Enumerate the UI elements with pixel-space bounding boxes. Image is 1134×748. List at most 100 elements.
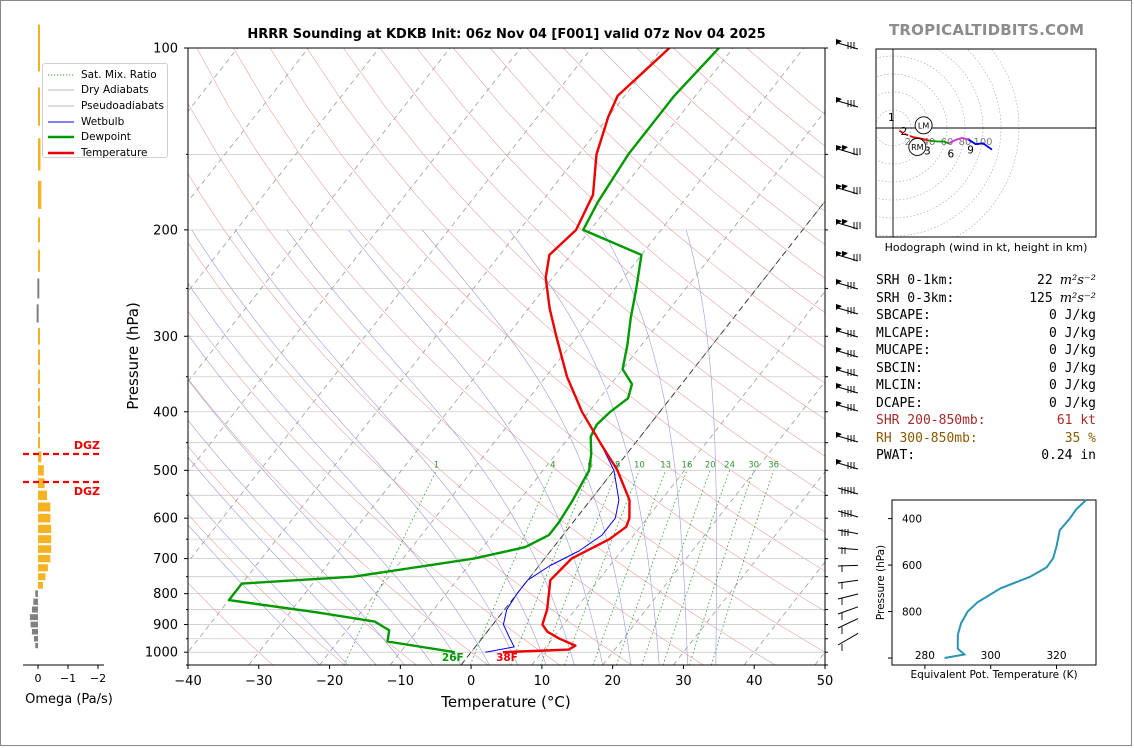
parameter-name: DCAPE: [876,395,923,411]
dry-adiabat [188,513,345,665]
parameter-value: 125 m²s⁻² [1029,290,1096,306]
parameter-name: MLCAPE: [876,325,931,341]
omega-bar [38,524,52,533]
parameter-row: DCAPE: 0 J/kg [876,395,1096,413]
pressure-tick-label: 500 [153,464,178,479]
mixing-ratio-line [592,470,667,665]
theta-e-ytick-label: 600 [902,560,922,572]
omega-bar [29,614,38,621]
temp-tick-label: −40 [174,674,201,689]
omega-bar [38,138,41,171]
parameter-row: SHR 200-850mb: 61 kt [876,412,1096,430]
omega-tick-label: −2 [90,672,106,685]
omega-bar [30,621,38,628]
parameter-name: SBCIN: [876,360,923,376]
surface-temp-label: 38F [496,652,518,664]
wind-barb [837,529,859,536]
pressure-tick-label: 800 [153,587,178,602]
mixing-ratio-line [343,470,437,665]
omega-bar [38,327,40,345]
moist-adiabat [188,379,434,665]
pressure-tick-label: 300 [153,330,178,345]
omega-bar [38,554,51,563]
moist-adiabat [191,229,518,665]
parameter-row: PWAT: 0.24 in [876,447,1096,465]
x-axis-label: Temperature (°C) [440,693,570,711]
temp-tick-label: 50 [817,674,834,689]
legend-label: Dry Adiabats [81,84,149,97]
parameter-row: SBCAPE: 0 J/kg [876,307,1096,325]
dry-adiabat [188,242,632,665]
dgz-label: DGZ [74,485,100,498]
hodograph-height-label: 1 [888,112,895,124]
parameter-name: SBCAPE: [876,308,931,323]
theta-e-xtick-label: 300 [981,650,1001,662]
dry-adiabat [343,48,825,494]
hodograph-caption: Hodograph (wind in kt, height in km) [884,241,1088,254]
hodograph-ring-label: 80 [959,137,972,148]
pressure-tick-label: 400 [153,405,178,420]
omega-bar [38,405,40,419]
omega-bar [33,636,38,642]
hodograph-chart: 2040608010012369LMRM [875,48,1097,238]
wind-barb [836,366,859,377]
omega-bar [35,590,38,597]
mixing-ratio-label: 13 [660,460,671,470]
legend: Sat. Mix. Ratio Dry Adiabats Pseudoadiabat… [42,63,168,159]
parameter-value: 61 kt [1056,413,1096,428]
theta-e-frame [891,499,1097,666]
parameter-name: SHR 200-850mb: [876,413,986,428]
omega-bar [33,598,38,605]
legend-item: Dry Adiabats [47,83,167,99]
rm-label: RM [911,143,924,152]
wind-barb [837,564,859,572]
mixing-ratio-line [564,470,640,665]
legend-label: Dewpoint [81,131,131,144]
isotherm-line [319,48,805,665]
theta-e-xlabel: Equivalent Pot. Temperature (K) [910,669,1077,681]
omega-bar [38,490,48,500]
moist-adiabat [235,229,547,665]
pressure-tick-label: 100 [153,42,178,57]
dry-adiabat [453,48,825,384]
omega-bar [38,349,40,366]
parameter-value: 0 J/kg [1049,378,1096,393]
parameter-value: 0 J/kg [1049,343,1096,358]
moist-adiabat [188,282,490,665]
wind-barb [836,383,859,394]
legend-item: Sat. Mix. Ratio [47,67,167,83]
parameter-value: 22 m²s⁻² [1037,273,1096,288]
parameter-row: MLCIN: 0 J/kg [876,377,1096,395]
parameter-row: MLCAPE: 0 J/kg [876,325,1096,343]
wind-barb [836,347,859,358]
moist-adiabat [188,333,462,665]
omega-tick-label: 0 [35,672,42,685]
omega-bar [38,436,40,449]
omega-bar [38,180,42,209]
temperature-profile [502,48,671,654]
hodograph-segment [912,136,930,142]
parameter-row: RH 300-850mb: 35 % [876,430,1096,448]
omega-bar [38,87,40,126]
omega-bar [35,642,38,649]
theta-e-ytick-label: 800 [902,607,922,619]
parameter-name: RH 300-850mb: [876,430,978,446]
dry-adiabat [188,102,776,665]
isotherm-line [602,381,825,665]
mixing-ratio-label: 10 [634,460,645,470]
moist-adiabat [348,229,603,665]
wind-barb [837,547,859,554]
wind-barb [836,251,861,262]
isotherm-line [673,471,825,665]
pressure-tick-label: 1000 [145,646,178,661]
omega-bar [38,421,40,434]
theta-e-chart: 280 300 320 400 600 800 Pressure (hPa) Equivale… [875,499,1097,681]
parameter-unit: m²s⁻² [1059,290,1096,306]
moist-adiabat [188,419,405,665]
omega-bar [38,388,40,402]
mixing-ratio-label: 36 [768,460,779,470]
legend-swatch [48,105,74,107]
dry-adiabat [379,48,825,457]
pressure-tick-label: 200 [153,223,178,238]
